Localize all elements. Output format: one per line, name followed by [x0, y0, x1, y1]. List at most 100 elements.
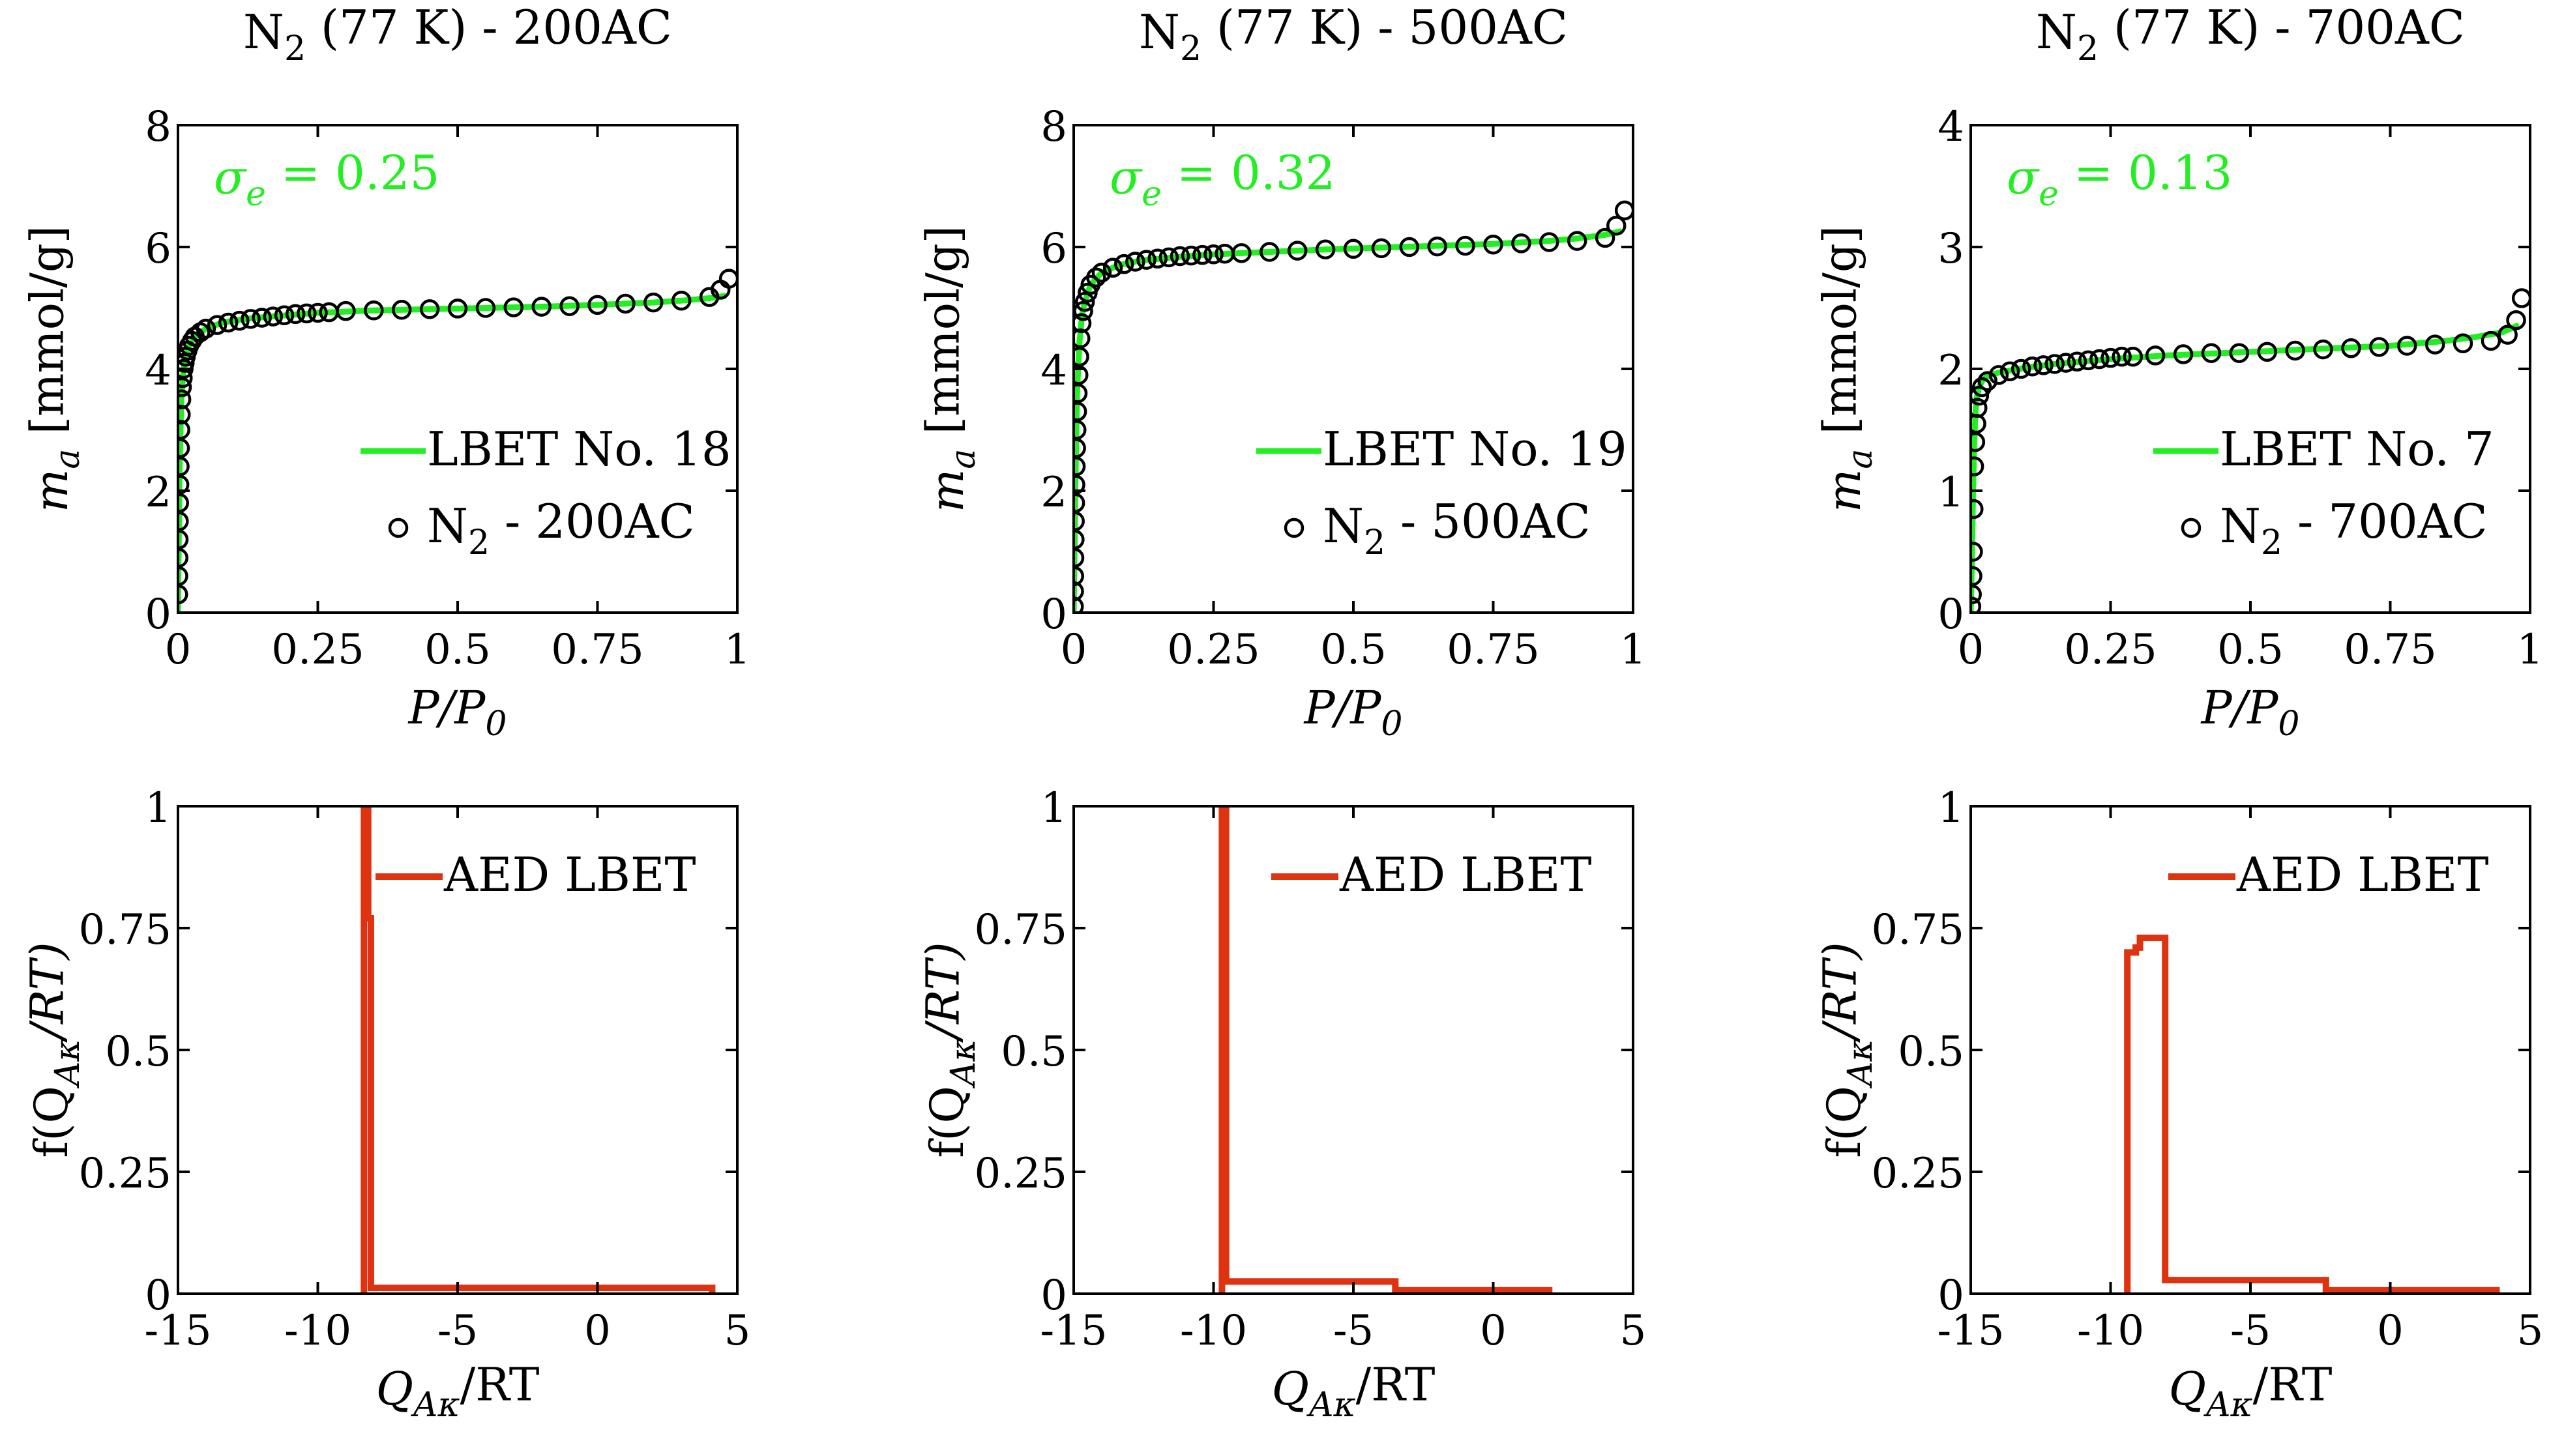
- ylabel-sub: Aκ: [944, 1039, 983, 1088]
- data-point: [2123, 347, 2144, 367]
- sigma-value: = 0.32: [1162, 145, 1335, 200]
- sigma-symbol: σ: [214, 150, 247, 205]
- x-tick-label: 0.75: [2344, 626, 2437, 674]
- y-tick-label: 0.75: [975, 906, 1068, 954]
- data-point: [2229, 343, 2250, 363]
- data-point: [2506, 310, 2526, 330]
- data-point: [252, 308, 272, 328]
- ylabel-main: m: [921, 469, 974, 512]
- data-point: [2341, 338, 2361, 358]
- title-subscript: 2: [1180, 29, 1201, 68]
- x-tick-label: -10: [2077, 1307, 2144, 1355]
- legend-data-rest: - 700AC: [2282, 494, 2488, 549]
- title-rest: (77 K) - 500AC: [1201, 0, 1568, 55]
- data-point: [2022, 357, 2042, 377]
- ylabel-sub: a: [48, 449, 87, 469]
- aed-step-line: [361, 806, 716, 1294]
- sigma-annotation: σe = 0.25: [214, 145, 439, 214]
- title-subscript: 2: [284, 29, 306, 68]
- x-tick-label: -5: [2230, 1307, 2271, 1355]
- y-tick-label: 4: [1938, 103, 1964, 151]
- x-axis-label: P/P0: [1303, 681, 1403, 744]
- chart-panel-4: -15 -10 -5 0 500.250.50.751QAκ/RTf(QAκ/RT)AE…: [21, 784, 751, 1425]
- title-subscript: 2: [2077, 29, 2099, 68]
- data-point: [308, 302, 328, 323]
- x-tick-label: 0.5: [424, 626, 491, 674]
- data-point: [2044, 354, 2065, 374]
- xlabel-main: Q: [2169, 1362, 2206, 1416]
- x-axis-label: P/P0: [407, 681, 507, 744]
- y-tick-label: 0: [1938, 590, 1964, 639]
- data-point: [1977, 371, 1997, 391]
- y-axis-label: f(QAκ/RT): [1814, 942, 1881, 1158]
- legend-marker-swatch: [388, 517, 409, 538]
- data-point: [1427, 236, 1447, 257]
- y-tick-label: 0: [1040, 1272, 1067, 1320]
- data-point: [1971, 456, 1984, 476]
- legend-label-data: N2 - 200AC: [427, 494, 695, 562]
- x-tick-label: -10: [284, 1307, 351, 1355]
- legend-label-fit: LBET No. 7: [2220, 422, 2494, 476]
- data-point: [531, 297, 552, 317]
- data-point: [1595, 227, 1615, 248]
- data-point: [559, 296, 580, 316]
- x-tick-label: -15: [144, 1307, 211, 1355]
- data-point: [2285, 340, 2305, 361]
- data-point: [178, 404, 191, 425]
- xlabel-rest: /RT: [2253, 1358, 2333, 1412]
- legend-label-data: N2 - 500AC: [1323, 494, 1591, 562]
- x-tick-label: 0.25: [271, 626, 364, 674]
- y-axis-label: f(QAκ/RT): [21, 942, 88, 1158]
- data-point: [391, 300, 412, 320]
- y-tick-label: 2: [145, 469, 171, 517]
- x-axis-label: P/P0: [2200, 681, 2300, 744]
- x-tick-label: 1: [2517, 626, 2544, 674]
- plot-area: [361, 806, 716, 1294]
- data-point: [2112, 347, 2132, 367]
- data-point: [1074, 291, 1095, 312]
- ylabel-sub: a: [944, 449, 983, 469]
- xlabel-main: Q: [1272, 1362, 1309, 1416]
- legend-data-main: N: [1323, 499, 1364, 553]
- plot-area: [1971, 288, 2530, 613]
- x-tick-label: -15: [1040, 1307, 1107, 1355]
- xlabel-sub: 0: [2278, 705, 2299, 744]
- chart-title: N2 (77 K) - 200AC: [243, 0, 672, 68]
- data-point: [2369, 337, 2389, 357]
- data-point: [364, 300, 384, 321]
- data-point: [2201, 343, 2222, 363]
- data-point: [1371, 238, 1392, 259]
- x-axis-label: QAκ/RT: [376, 1358, 540, 1425]
- data-point: [1606, 216, 1627, 236]
- data-point: [1614, 200, 1633, 221]
- data-point: [503, 297, 524, 317]
- data-point: [615, 293, 636, 314]
- y-tick-label: 0.25: [1872, 1150, 1965, 1198]
- data-point: [2396, 336, 2417, 356]
- data-point: [1567, 231, 1587, 251]
- sigma-symbol: σ: [2007, 150, 2040, 205]
- data-point: [1113, 254, 1134, 274]
- data-point: [2055, 353, 2076, 373]
- data-point: [1074, 313, 1092, 334]
- x-tick-label: 5: [724, 1307, 751, 1355]
- xlabel-sub: Aκ: [411, 1386, 460, 1425]
- data-point: [178, 377, 192, 398]
- x-tick-label: 0: [1958, 626, 1984, 674]
- data-point: [1971, 377, 1992, 398]
- sigma-sub: e: [2039, 175, 2059, 214]
- legend-label-fit: LBET No. 19: [1323, 422, 1627, 476]
- plot-area: [178, 269, 737, 613]
- legend-marker-swatch: [2181, 517, 2202, 538]
- y-tick-label: 0.25: [79, 1150, 172, 1198]
- y-tick-label: 0: [1938, 1272, 1964, 1320]
- y-tick-label: 6: [1040, 225, 1067, 273]
- legend-data-sub: 2: [1364, 523, 1385, 562]
- data-point: [336, 300, 356, 321]
- x-tick-label: 0.5: [2217, 626, 2284, 674]
- x-tick-label: 0: [2377, 1307, 2404, 1355]
- data-point: [447, 298, 468, 319]
- data-point: [1091, 263, 1112, 283]
- legend-label-aed: AED LBET: [2236, 847, 2488, 902]
